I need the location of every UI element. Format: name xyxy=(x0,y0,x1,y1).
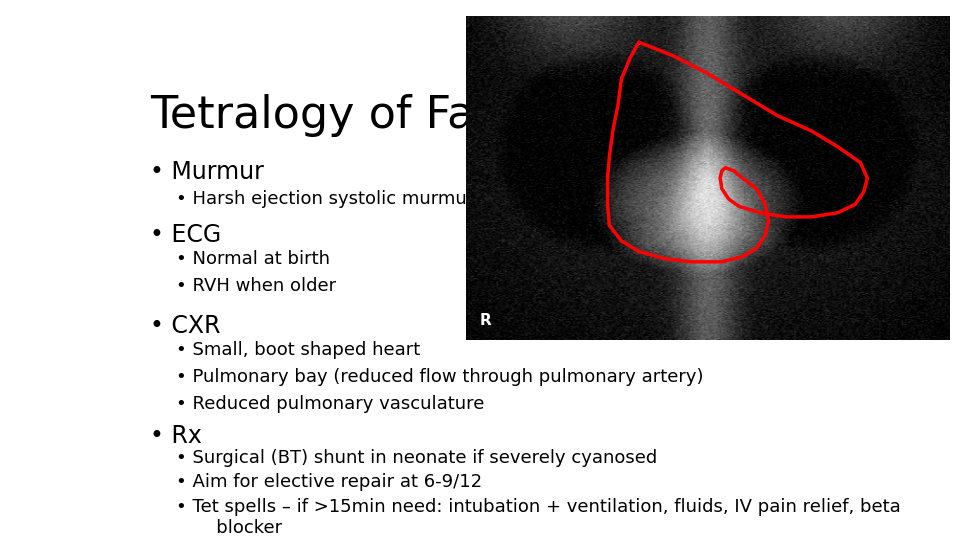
Text: R: R xyxy=(479,313,492,328)
Text: • CXR: • CXR xyxy=(150,314,220,338)
Text: • Small, boot shaped heart: • Small, boot shaped heart xyxy=(176,341,420,359)
Text: • Pulmonary bay (reduced flow through pulmonary artery): • Pulmonary bay (reduced flow through pu… xyxy=(176,368,704,386)
Text: Tetralogy of Fallot: Tetralogy of Fallot xyxy=(150,94,543,137)
Text: • Normal at birth: • Normal at birth xyxy=(176,250,330,268)
Text: • Reduced pulmonary vasculature: • Reduced pulmonary vasculature xyxy=(176,395,484,413)
Text: • Murmur: • Murmur xyxy=(150,160,264,185)
Text: • Surgical (BT) shunt in neonate if severely cyanosed: • Surgical (BT) shunt in neonate if seve… xyxy=(176,449,657,468)
Text: • Tet spells – if >15min need: intubation + ventilation, fluids, IV pain relief,: • Tet spells – if >15min need: intubatio… xyxy=(176,498,900,537)
Text: • Aim for elective repair at 6-9/12: • Aim for elective repair at 6-9/12 xyxy=(176,473,482,491)
Text: • RVH when older: • RVH when older xyxy=(176,277,336,295)
Text: • Rx: • Rx xyxy=(150,424,202,448)
Text: • Harsh ejection systolic murmur ULSE: • Harsh ejection systolic murmur ULSE xyxy=(176,190,526,207)
Text: • ECG: • ECG xyxy=(150,223,221,247)
